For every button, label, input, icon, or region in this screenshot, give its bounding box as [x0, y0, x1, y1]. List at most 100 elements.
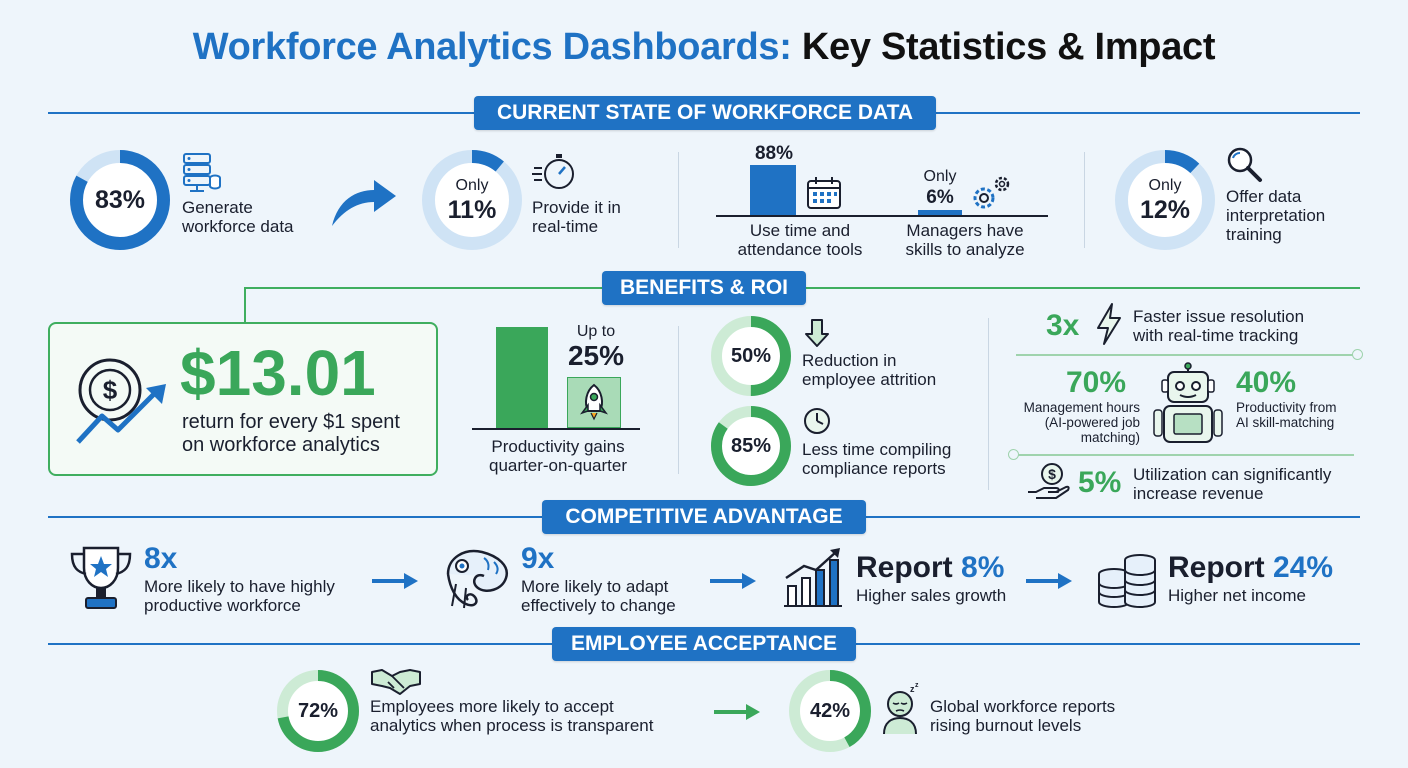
ring-value: 42% — [809, 699, 851, 722]
productivity-bar-full — [496, 327, 548, 428]
svg-text:$: $ — [103, 375, 118, 405]
section-badge-competitive: COMPETITIVE ADVANTAGE — [542, 500, 866, 534]
column-divider — [988, 318, 989, 490]
skillmatch-value: 40% — [1236, 366, 1297, 399]
ring-burnout: 42% — [789, 670, 871, 752]
clock-icon — [803, 407, 831, 440]
ring-value: 11% — [447, 196, 497, 224]
ring-progress-arc — [277, 670, 359, 752]
bar-chart-growth-icon — [782, 548, 844, 615]
bar-baseline — [472, 428, 640, 430]
gears-icon — [968, 174, 1014, 219]
page-title: Workforce Analytics Dashboards: Key Stat… — [0, 26, 1408, 69]
faster-value: 3x — [1046, 309, 1080, 342]
tools-text: Use time and attendance tools — [737, 221, 863, 259]
mgmt-value: 70% — [1066, 366, 1127, 399]
income-heading: Report 24% — [1168, 551, 1334, 584]
curved-arrow-icon — [328, 170, 400, 235]
chameleon-icon — [440, 544, 514, 619]
connector-line — [244, 287, 246, 323]
ring-prefix: Only — [1148, 177, 1182, 194]
svg-text:z: z — [910, 684, 915, 694]
section-badge-acceptance: EMPLOYEE ACCEPTANCE — [552, 627, 856, 661]
rocket-icon — [578, 383, 610, 426]
section-badge-benefits: BENEFITS & ROI — [602, 271, 806, 305]
dollar-growth-icon: $ — [72, 352, 172, 453]
utilization-text: Utilization can significantly increase r… — [1133, 465, 1332, 503]
svg-text:z: z — [915, 682, 919, 689]
utilization-value: 5% — [1078, 466, 1122, 499]
bar-baseline — [716, 215, 1048, 217]
skills-prefix: Only — [923, 168, 957, 185]
arrow-down-icon — [804, 318, 830, 353]
divider-dot — [1352, 349, 1363, 360]
attrition-text: Reduction in employee attrition — [802, 351, 937, 389]
ring-realtime: Only 11% — [422, 150, 522, 250]
ring-progress-arc — [711, 316, 791, 396]
divider-line — [1016, 354, 1354, 356]
trophy-icon — [68, 544, 134, 619]
productive-value: 8x — [144, 542, 178, 575]
faster-text: Faster issue resolution with real-time t… — [1133, 307, 1305, 345]
ring-generate: 83% — [70, 150, 170, 250]
divider-dot — [1008, 449, 1019, 460]
arrow-right-icon — [372, 571, 418, 596]
arrow-right-icon — [1026, 571, 1072, 596]
sales-text: Higher sales growth — [856, 586, 1007, 605]
ring-value: 50% — [730, 344, 772, 367]
ring-value: 83% — [94, 185, 146, 214]
divider-line — [1016, 454, 1354, 456]
productivity-prefix: Up to — [576, 323, 616, 340]
lightning-icon — [1094, 302, 1124, 351]
title-part2: Key Statistics & Impact — [801, 26, 1216, 68]
ring-attrition: 50% — [711, 316, 791, 396]
ring-value: 85% — [730, 434, 772, 457]
column-divider — [1084, 152, 1085, 248]
coins-icon — [1096, 550, 1158, 615]
productivity-text: Productivity gains quarter-on-quarter — [489, 437, 627, 475]
title-part1: Workforce Analytics Dashboards: — [192, 26, 792, 68]
skills-text: Managers have skills to analyze — [905, 221, 1025, 259]
realtime-text: Provide it in real-time — [532, 198, 621, 236]
ring-progress-arc — [789, 670, 871, 752]
skillmatch-text: Productivity from AI skill-matching — [1236, 400, 1337, 430]
ring-compliance: 85% — [711, 406, 791, 486]
productive-text: More likely to have highly productive wo… — [144, 577, 335, 615]
training-text: Offer data interpretation training — [1226, 187, 1326, 244]
robot-icon — [1150, 362, 1226, 449]
sales-heading: Report 8% — [856, 551, 1005, 584]
skills-value: 6% — [926, 187, 954, 208]
ring-progress-arc — [1115, 150, 1215, 250]
compliance-text: Less time compiling compliance reports — [802, 440, 952, 478]
magnifier-icon — [1226, 146, 1264, 189]
svg-text:$: $ — [1048, 466, 1056, 482]
productivity-value: 25% — [567, 340, 625, 371]
roi-card — [48, 322, 438, 476]
tools-value: 88% — [754, 143, 794, 164]
ring-value: 72% — [297, 699, 339, 722]
generate-text: Generate workforce data — [182, 198, 294, 236]
ring-progress-arc — [70, 150, 170, 250]
server-icon — [182, 152, 222, 199]
roi-text: return for every $1 spent on workforce a… — [182, 411, 400, 456]
skills-bar — [918, 210, 962, 215]
ring-progress-arc — [422, 150, 522, 250]
handshake-icon — [370, 664, 422, 701]
arrow-right-icon — [714, 702, 760, 727]
section-badge-current: CURRENT STATE OF WORKFORCE DATA — [474, 96, 936, 130]
ring-transparent: 72% — [277, 670, 359, 752]
tired-person-icon: z z — [880, 682, 922, 741]
ring-training: Only 12% — [1115, 150, 1215, 250]
income-text: Higher net income — [1168, 586, 1306, 605]
transparent-text: Employees more likely to accept analytic… — [370, 697, 654, 735]
ring-progress-arc — [711, 406, 791, 486]
ring-prefix: Only — [455, 177, 489, 194]
ring-value: 12% — [1139, 196, 1191, 224]
stopwatch-icon — [532, 152, 576, 197]
adapt-value: 9x — [521, 542, 555, 575]
money-hand-icon: $ — [1026, 462, 1072, 507]
tools-bar — [750, 165, 796, 215]
column-divider — [678, 326, 679, 474]
mgmt-text: Management hours (AI-powered job matchin… — [1023, 400, 1140, 445]
column-divider — [678, 152, 679, 248]
